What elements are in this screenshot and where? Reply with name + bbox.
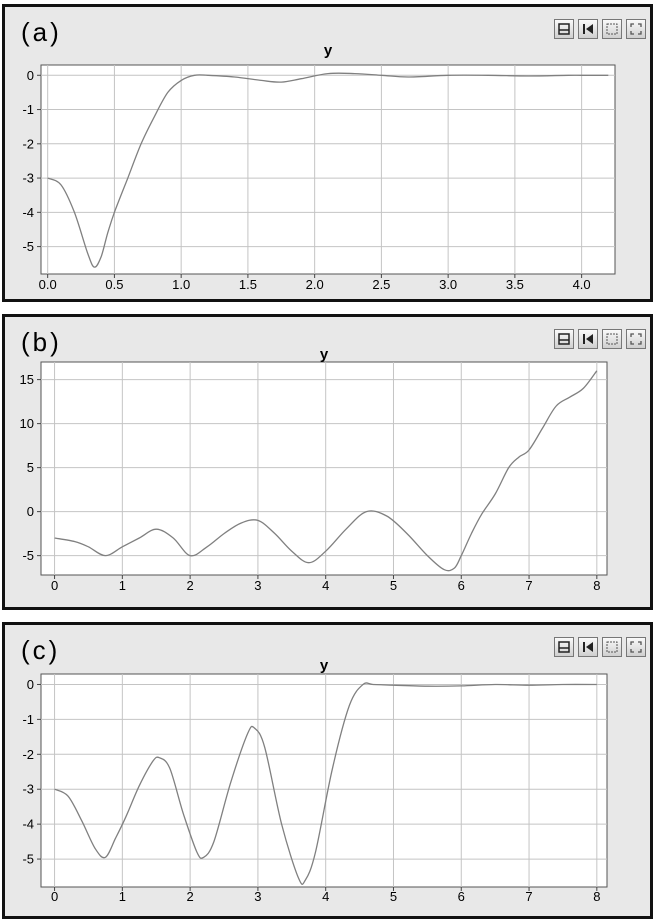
y-tick-label: 0 <box>27 677 34 692</box>
y-tick-label: -1 <box>22 712 34 727</box>
x-tick-label: 5 <box>390 578 397 593</box>
x-tick-label: 8 <box>593 578 600 593</box>
select-button[interactable] <box>602 19 622 39</box>
x-tick-label: 3.5 <box>506 277 524 292</box>
x-tick-label: 2 <box>187 578 194 593</box>
series-line <box>54 370 598 572</box>
x-tick-label: 7 <box>525 578 532 593</box>
chart-svg: 0 1 2 3 4 5 6 7 8 0 -1 -2 -3 -4 -5 y <box>22 657 608 904</box>
x-tick-label: 6 <box>458 889 465 904</box>
chart-panel-a: (a) 0.0 0.5 1.0 1.5 2.0 2.5 3.0 3.5 4.0 0 -1 -2 -3 -4… <box>2 4 653 302</box>
series-line <box>54 682 597 885</box>
x-tick-label: 4.0 <box>573 277 591 292</box>
chart-title: y <box>324 42 333 59</box>
x-tick-label: 0.5 <box>105 277 123 292</box>
x-tick-label: 1 <box>119 578 126 593</box>
x-tick-label: 1.5 <box>239 277 257 292</box>
x-tick-label: 3 <box>254 889 261 904</box>
plot-area <box>40 673 608 888</box>
y-tick-label: -2 <box>22 747 34 762</box>
x-tick-label: 2.0 <box>306 277 324 292</box>
plot-area <box>40 64 616 275</box>
chart-toolbar <box>554 329 646 349</box>
y-tick-label: -5 <box>22 548 34 563</box>
plot-area <box>40 361 608 576</box>
y-tick-label: -2 <box>22 136 34 151</box>
print-button[interactable] <box>554 329 574 349</box>
chart-panel-c: (c) 0 1 2 3 4 5 6 7 8 0 -1 -2 -3 -4 -5 y <box>2 622 653 919</box>
select-button[interactable] <box>602 637 622 657</box>
y-tick-label: -1 <box>22 102 34 117</box>
print-button[interactable] <box>554 637 574 657</box>
x-tick-label: 2.5 <box>372 277 390 292</box>
chart-toolbar <box>554 19 646 39</box>
y-tick-label: 10 <box>20 416 34 431</box>
panel-label: (a) <box>21 17 62 47</box>
x-tick-label: 1.0 <box>172 277 190 292</box>
x-tick-label: 2 <box>187 889 194 904</box>
x-tick-label: 4 <box>322 889 329 904</box>
x-tick-label: 5 <box>390 889 397 904</box>
chart-panel-b: (b) 0 1 2 3 4 5 6 7 8 15 10 5 0 -5 y <box>2 314 653 610</box>
chart-title: y <box>320 346 329 363</box>
panel-label: (b) <box>21 327 62 357</box>
y-tick-label: 0 <box>27 504 34 519</box>
y-tick-label: -4 <box>22 817 34 832</box>
y-tick-label: -4 <box>22 205 34 220</box>
x-tick-label: 0 <box>51 889 58 904</box>
chart-svg: 0 1 2 3 4 5 6 7 8 15 10 5 0 -5 y <box>20 346 608 593</box>
series-line <box>47 72 609 268</box>
print-button[interactable] <box>554 19 574 39</box>
reset-button[interactable] <box>578 637 598 657</box>
chart-title: y <box>320 657 329 674</box>
chart-toolbar <box>554 637 646 657</box>
y-tick-label: -5 <box>22 239 34 254</box>
y-tick-label: 15 <box>20 372 34 387</box>
y-tick-label: -3 <box>22 171 34 186</box>
x-tick-label: 0.0 <box>39 277 57 292</box>
reset-button[interactable] <box>578 329 598 349</box>
fullscreen-button[interactable] <box>626 329 646 349</box>
x-tick-label: 3.0 <box>439 277 457 292</box>
fullscreen-button[interactable] <box>626 19 646 39</box>
y-tick-label: 0 <box>27 68 34 83</box>
x-tick-label: 1 <box>119 889 126 904</box>
fullscreen-button[interactable] <box>626 637 646 657</box>
x-tick-label: 3 <box>254 578 261 593</box>
panel-label: (c) <box>21 635 61 665</box>
y-tick-label: -3 <box>22 782 34 797</box>
x-tick-label: 6 <box>458 578 465 593</box>
select-button[interactable] <box>602 329 622 349</box>
x-tick-label: 8 <box>593 889 600 904</box>
x-tick-label: 7 <box>525 889 532 904</box>
y-tick-label: -5 <box>22 852 34 867</box>
chart-svg: 0.0 0.5 1.0 1.5 2.0 2.5 3.0 3.5 4.0 0 -1 -2 -3 -4 -5 y <box>22 42 616 292</box>
x-tick-label: 4 <box>322 578 329 593</box>
y-tick-label: 5 <box>27 460 34 475</box>
reset-button[interactable] <box>578 19 598 39</box>
x-tick-label: 0 <box>51 578 58 593</box>
